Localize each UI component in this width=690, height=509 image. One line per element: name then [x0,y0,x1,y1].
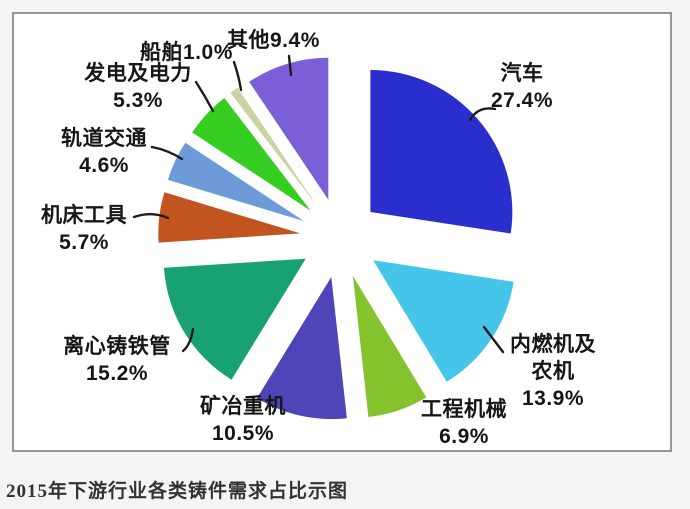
slice-name-fadian: 发电及电力 [84,62,192,85]
label-neiranji: 内燃机及农机 13.9% [505,331,601,412]
slice-name-gongcheng: 工程机械 [421,398,507,421]
label-qita: 其他9.4% [227,27,320,54]
leader-line-qita [287,54,293,77]
slice-pct-gongcheng: 6.9% [439,425,489,448]
chart-caption: 2015年下游行业各类铸件需求占比示图 [6,481,349,502]
pie-slice-7 [192,98,311,211]
pie-slice-6 [167,142,304,221]
pie-slice-3 [257,277,347,420]
pie-slice-8 [230,87,317,206]
slice-pct-neiranji: 13.9% [521,387,585,410]
leader-line-lixin [181,327,195,353]
label-lixin: 离心铸铁管 15.2% [52,333,182,387]
pie-slice-2 [352,275,427,417]
slice-pct-qita: 9.4% [270,29,320,52]
pie-slice-0 [370,70,513,234]
slice-name-jichuang: 机床工具 [41,204,127,227]
label-gongcheng: 工程机械 6.9% [412,396,516,450]
pie-slice-9 [249,57,329,200]
leader-line-guidao [150,145,184,161]
pie-slice-1 [373,260,514,382]
slice-pct-guidao: 4.6% [79,154,129,177]
slice-name-guidao: 轨道交通 [61,127,147,150]
slice-pct-kuangye: 10.5% [211,422,275,445]
slice-name-chuanbo: 船舶 [140,41,183,64]
slice-pct-chuanbo: 1.0% [183,41,233,64]
label-jichuang: 机床工具 5.7% [32,202,136,256]
pie-slice-4 [164,258,306,380]
slice-pct-qiche: 27.4% [490,89,554,112]
slice-pct-lixin: 15.2% [85,362,149,385]
label-guidao: 轨道交通 4.6% [52,125,156,179]
leader-line-fadian [194,80,215,113]
slice-name-neiranji: 内燃机及农机 [510,333,596,383]
slice-pct-jichuang: 5.7% [59,231,109,254]
label-fadian: 发电及电力 5.3% [64,60,212,114]
slice-name-kuangye: 矿冶重机 [200,395,286,418]
slice-pct-fadian: 5.3% [113,89,163,112]
label-qiche: 汽车 27.4% [480,60,564,114]
leader-line-chuanbo [232,60,243,92]
slice-name-qita: 其他 [227,29,270,52]
label-kuangye: 矿冶重机 10.5% [191,393,295,447]
slice-name-lixin: 离心铸铁管 [63,335,171,358]
leader-line-neiranji [482,325,505,354]
label-chuanbo: 船舶1.0% [140,39,233,66]
leader-line-qiche [468,107,497,122]
slice-name-qiche: 汽车 [500,62,544,85]
leader-line-jichuang [132,213,170,220]
pie-wedges [158,57,514,420]
pie-slice-5 [158,192,301,243]
